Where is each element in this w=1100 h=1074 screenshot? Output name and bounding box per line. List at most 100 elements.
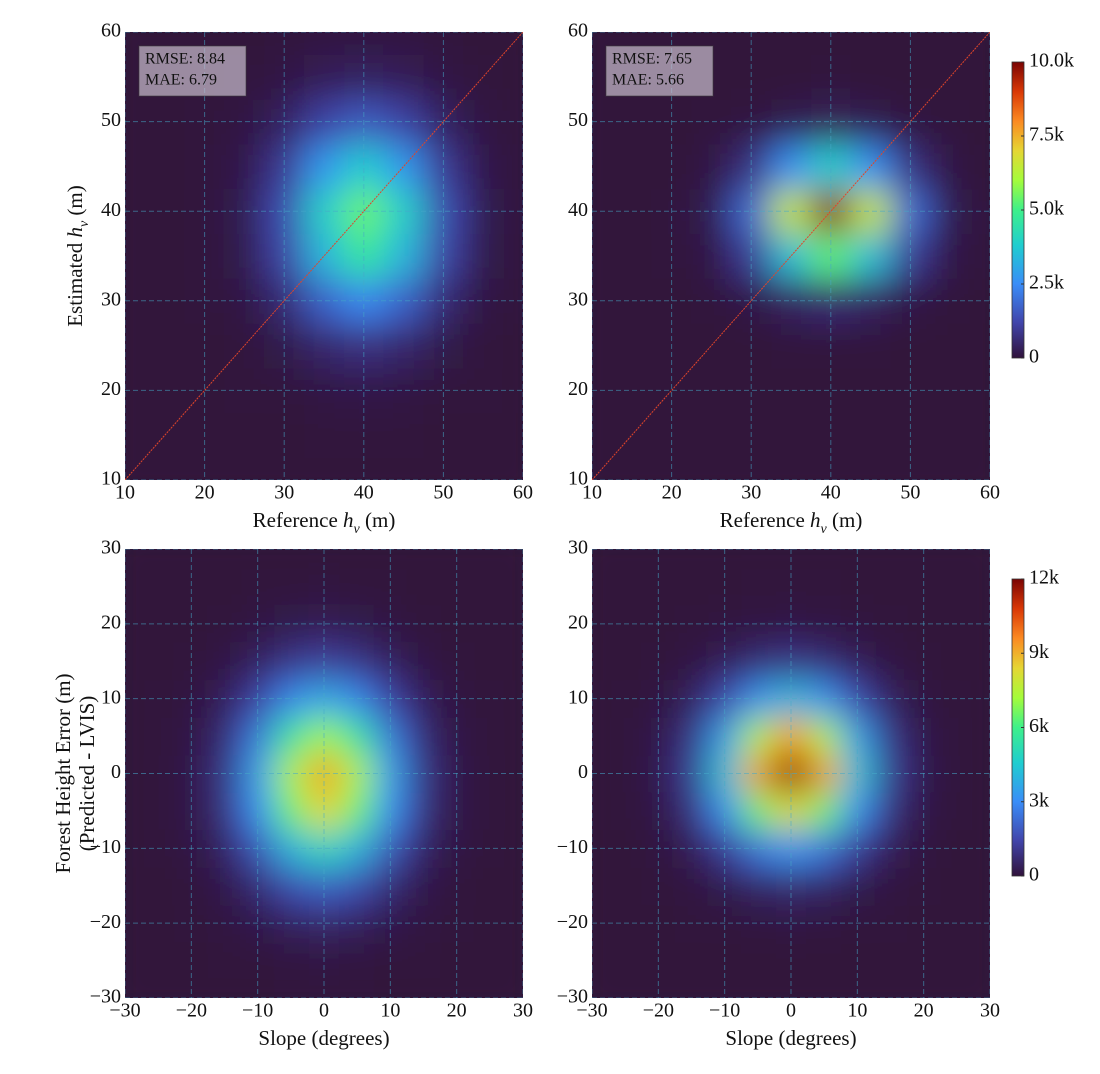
x-tick-label: 10 (582, 482, 602, 504)
annotation: RMSE: 7.65 (612, 51, 692, 68)
axis-label: Reference hv (m) (253, 508, 396, 537)
density-cell (503, 233, 523, 279)
y-tick-label: 50 (101, 109, 121, 131)
density-cell (473, 549, 507, 569)
density-cell (741, 549, 775, 569)
density-cell (771, 323, 812, 369)
density-cell (224, 323, 265, 369)
density-cell (264, 144, 305, 190)
x-tick-label: 60 (980, 482, 1000, 504)
density-cell (340, 642, 375, 681)
density-cell (611, 323, 653, 369)
y-tick-label: 10 (568, 686, 588, 708)
density-cell (973, 792, 990, 831)
axis-label: Slope (degrees) (258, 1026, 389, 1050)
label-text: Reference (720, 508, 810, 532)
density-cell (406, 867, 441, 905)
colorbar-tick-label: 2.5k (1029, 272, 1064, 294)
density-cell (674, 792, 709, 831)
density-cell (873, 979, 908, 998)
density-cell (691, 412, 732, 459)
density-cell (406, 941, 441, 980)
density-cell (850, 32, 891, 55)
density-cell (274, 792, 308, 831)
density-cell (973, 904, 990, 943)
label-variable: h (63, 227, 87, 238)
density-cell (973, 605, 990, 644)
axis-label: Reference hv (m) (720, 508, 863, 537)
density-cell (970, 54, 990, 100)
density-cell (207, 979, 242, 998)
density-cell (125, 323, 146, 369)
panel: −30 −20 −10 0 10 20 30 −30 −20 −10 0 10 20 30 Slope (d… (557, 537, 1000, 1050)
plot-area (592, 32, 990, 480)
y-tick-label: −20 (90, 911, 121, 933)
density-cell (592, 867, 610, 905)
identity-line (125, 32, 523, 480)
density-cell (608, 549, 643, 569)
density-cell (873, 792, 908, 831)
density-cell (141, 549, 176, 569)
density-cell (940, 941, 974, 980)
colorbar-tick-label: 0 (1029, 864, 1039, 886)
density-cell (807, 867, 842, 905)
x-tick-label: 40 (821, 482, 841, 504)
density-cell (506, 754, 523, 793)
density-cell (930, 144, 971, 190)
x-tick-label: −30 (576, 1000, 607, 1022)
density-cell (840, 979, 875, 998)
density-cell (930, 32, 971, 55)
density-cell (274, 642, 308, 681)
density-cell (463, 32, 504, 55)
density-cell (144, 457, 186, 480)
density-cell (592, 979, 610, 998)
density-cell (850, 412, 891, 459)
density-cell (304, 144, 345, 190)
density-cell (406, 567, 441, 606)
y-tick-label: 40 (568, 199, 588, 221)
density-cell (506, 642, 523, 681)
density-cell (973, 717, 990, 756)
density-cell (184, 144, 225, 190)
density-cell (771, 32, 812, 55)
density-cell (592, 412, 613, 459)
density-cell (207, 642, 242, 681)
label-subscript: v (354, 522, 361, 537)
density-cell (141, 941, 176, 980)
density-cell (207, 941, 242, 980)
density-cell (850, 457, 891, 480)
density-cell (463, 144, 504, 190)
density-cell (125, 792, 143, 831)
density-cell (731, 144, 772, 190)
density-cell (674, 941, 709, 980)
annotation-background (605, 45, 714, 97)
density-cell (873, 941, 908, 980)
density-cell (304, 323, 345, 369)
density-cell (592, 323, 613, 369)
density-cell (608, 717, 643, 756)
density-cell (141, 979, 176, 998)
label-text: (m) (63, 185, 87, 221)
y-tick-label: −10 (90, 836, 121, 858)
y-tick-label: −30 (90, 986, 121, 1008)
y-tick-label: 0 (578, 761, 588, 783)
density-cell (141, 717, 176, 756)
density-cell (940, 567, 974, 606)
density-cell (674, 567, 709, 606)
y-tick-label: 20 (101, 611, 121, 633)
density-cell (125, 867, 143, 905)
density-cell (506, 904, 523, 943)
density-cell (807, 549, 842, 569)
density-cell (973, 829, 990, 868)
density-cell (940, 549, 974, 569)
y-tick-label: 50 (568, 109, 588, 131)
density-cell (810, 144, 852, 190)
density-cell (473, 717, 507, 756)
annotation-background (138, 45, 247, 97)
density-cell (850, 323, 891, 369)
density-cell (383, 323, 424, 369)
density-cell (741, 867, 775, 905)
density-cell (473, 867, 507, 905)
annotation-box: RMSE: 7.65 MAE: 5.66 (605, 45, 714, 97)
